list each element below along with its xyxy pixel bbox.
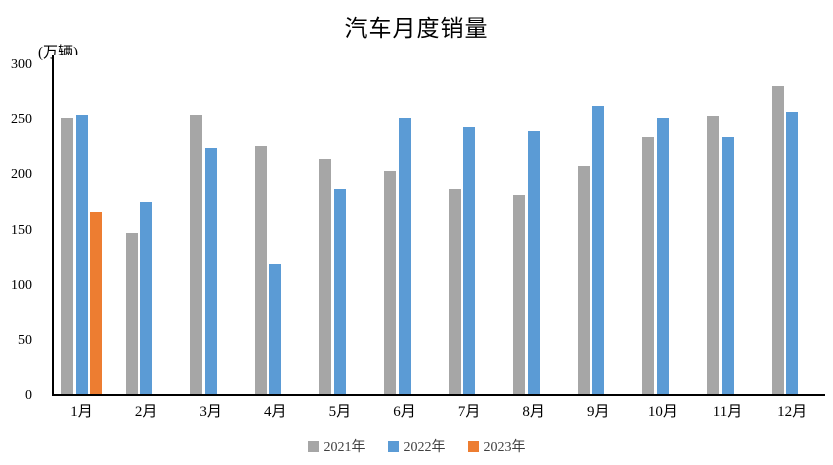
x-tick-label: 5月 — [328, 404, 352, 420]
legend-item: 2021年 — [307, 436, 366, 456]
y-tick-label: 100 — [11, 277, 32, 293]
bar — [269, 263, 282, 394]
legend: 2021年 2022年 2023年 — [0, 435, 833, 457]
x-tick-label: 11月 — [712, 404, 743, 420]
plot-area — [52, 55, 825, 396]
x-tick-label: 4月 — [264, 404, 287, 420]
bar — [721, 136, 734, 394]
bar — [642, 136, 655, 394]
legend-item: 2023年 — [467, 436, 526, 456]
legend-swatch-icon — [307, 440, 319, 452]
y-tick-label: 50 — [18, 332, 32, 348]
legend-label: 2022年 — [403, 440, 446, 455]
chart-title: 汽车月度销量 — [344, 16, 489, 41]
y-tick-label: 250 — [11, 112, 32, 128]
x-tick-label: 8月 — [522, 404, 545, 420]
bar — [527, 131, 540, 394]
bar — [319, 159, 332, 394]
bar — [384, 171, 396, 394]
bar — [90, 211, 102, 394]
bar — [254, 145, 267, 394]
bar — [333, 188, 346, 394]
y-tick-label: 150 — [11, 222, 32, 238]
y-tick-label: 200 — [11, 167, 32, 183]
x-tick-label: 12月 — [777, 404, 808, 420]
legend-swatch-icon — [467, 440, 479, 452]
bar — [786, 111, 799, 394]
x-tick-label: 10月 — [647, 404, 678, 420]
x-tick-label: 2月 — [134, 404, 158, 420]
y-tick-label: 0 — [25, 388, 32, 403]
legend-label: 2023年 — [483, 440, 526, 455]
x-tick-label: 7月 — [457, 404, 481, 420]
bar — [140, 202, 153, 394]
y-tick-label: 300 — [11, 57, 32, 72]
bar — [204, 147, 217, 394]
bar — [656, 118, 669, 394]
bar — [707, 115, 719, 394]
bar — [61, 118, 73, 394]
bar — [592, 106, 605, 394]
legend-label: 2021年 — [323, 440, 366, 455]
legend-item: 2022年 — [387, 436, 446, 456]
bar — [125, 232, 138, 394]
bar — [577, 165, 590, 394]
x-tick-label: 9月 — [587, 404, 610, 420]
bar — [771, 86, 784, 394]
bar — [190, 114, 203, 394]
legend-swatch-icon — [387, 440, 399, 452]
x-tick-label: 3月 — [199, 404, 222, 420]
bar — [513, 195, 526, 394]
bar — [463, 127, 476, 394]
bar — [398, 118, 411, 394]
x-tick-label: 6月 — [393, 404, 416, 420]
x-tick-label: 1月 — [70, 404, 93, 420]
bar — [75, 114, 88, 394]
bar — [448, 188, 461, 394]
